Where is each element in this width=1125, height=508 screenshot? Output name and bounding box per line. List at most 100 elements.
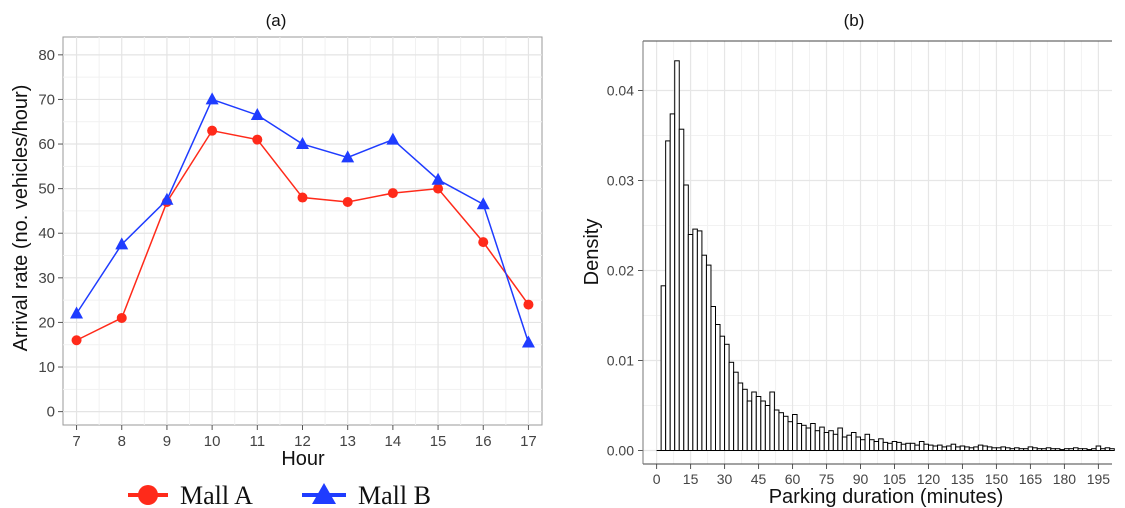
data-point-mall-a xyxy=(116,312,127,323)
histogram-bar xyxy=(837,427,843,451)
histogram-bar xyxy=(918,441,925,451)
histogram-bar xyxy=(755,396,762,451)
data-point-mall-b xyxy=(431,172,445,185)
histogram-bar xyxy=(769,391,775,451)
histogram-bar xyxy=(665,140,671,451)
data-point-mall-b xyxy=(521,335,535,348)
histogram-bar xyxy=(977,444,984,452)
histogram-bar xyxy=(705,264,712,451)
histogram-bar xyxy=(973,446,979,451)
histogram-bar xyxy=(810,423,816,451)
histogram-bar xyxy=(674,60,680,452)
data-point-mall-a xyxy=(523,299,534,310)
legend: Mall A Mall B xyxy=(128,481,431,508)
panel-a-y-tick-label: 40 xyxy=(38,225,55,242)
histogram-bar xyxy=(1023,448,1029,452)
histogram-bar xyxy=(1091,448,1097,452)
histogram-bar xyxy=(1045,447,1052,451)
histogram-bar xyxy=(1104,447,1111,451)
histogram-bar xyxy=(841,436,848,451)
histogram-bar xyxy=(1086,449,1093,452)
histogram-bar xyxy=(828,430,834,452)
histogram-bar xyxy=(909,442,916,451)
histogram-bar xyxy=(950,443,957,452)
panel-b-x-tick-label: 15 xyxy=(683,471,699,487)
panel-a-x-tick-label: 7 xyxy=(72,433,80,450)
legend-marker-mall-b xyxy=(312,483,336,504)
histogram-bar xyxy=(860,439,866,452)
legend-item-mall-b: Mall B xyxy=(302,481,431,508)
data-point-mall-b xyxy=(296,137,309,150)
histogram-bar xyxy=(855,436,862,451)
panel-a-y-tick-label: 60 xyxy=(38,136,55,153)
panel-b-x-tick-label: 45 xyxy=(751,471,767,487)
panel-b-x-axis-title: Parking duration (minutes) xyxy=(769,486,1004,508)
histogram-bar xyxy=(869,439,875,452)
histogram-bar xyxy=(737,382,744,451)
histogram-bar xyxy=(715,324,721,451)
panel-b: (b) 0.00 0.01 0.02 0.03 0.04 0 15 30 45 60 75 90 105… xyxy=(581,11,1115,508)
panel-b-y-tick-label: 0.03 xyxy=(607,173,634,189)
histogram-bar xyxy=(923,443,929,452)
panel-a-y-tick-label: 30 xyxy=(38,270,55,287)
panel-a-title: (a) xyxy=(266,11,287,30)
data-point-mall-b xyxy=(160,192,174,205)
panel-b-x-tick-label: 90 xyxy=(853,471,869,487)
histogram-bar xyxy=(823,432,830,451)
histogram-bar xyxy=(1082,448,1088,452)
panel-a-x-tick-label: 11 xyxy=(250,433,266,450)
panel-b-x-tick-label: 195 xyxy=(1087,471,1111,487)
data-point-mall-b xyxy=(70,306,84,319)
panel-a-y-axis-title: Arrival rate (no. vehicles/hour) xyxy=(10,85,32,352)
legend-item-mall-a: Mall A xyxy=(128,481,253,508)
histogram-bar xyxy=(710,306,717,451)
histogram-bar xyxy=(796,423,803,451)
histogram-bar xyxy=(792,414,798,451)
histogram-bar xyxy=(995,447,1002,451)
data-point-mall-b xyxy=(341,150,355,163)
data-point-mall-b xyxy=(386,132,400,145)
histogram-bar xyxy=(896,441,902,451)
panel-a-y-tick-label: 0 xyxy=(47,404,55,421)
panel-b-y-axis-title: Density xyxy=(581,219,603,286)
histogram-bar xyxy=(946,445,952,451)
histogram-bar xyxy=(891,441,898,451)
histogram-bar xyxy=(683,184,689,451)
histogram-bar xyxy=(678,128,685,451)
panel-a-x-tick-label: 14 xyxy=(385,433,402,450)
histogram-bar xyxy=(669,113,676,452)
histogram-bar xyxy=(814,430,821,452)
panel-a-x-tick-label: 9 xyxy=(163,433,171,450)
histogram-bar xyxy=(850,432,857,451)
histogram-bar xyxy=(1109,448,1115,452)
histogram-bar xyxy=(1018,448,1025,452)
histogram-bar xyxy=(719,335,726,452)
legend-label-mall-a: Mall A xyxy=(180,481,253,508)
data-point-mall-a xyxy=(252,134,263,145)
histogram-bar xyxy=(764,405,771,451)
panel-a-y-tick-label: 50 xyxy=(38,181,55,198)
histogram-bar xyxy=(782,415,789,451)
panel-a-x-tick-label: 8 xyxy=(118,433,126,450)
histogram-bar xyxy=(959,445,966,451)
histogram-bar xyxy=(760,400,766,451)
panel-b-title: (b) xyxy=(844,11,865,30)
histogram-bar xyxy=(778,412,784,452)
panel-b-x-tick-label: 105 xyxy=(883,471,907,487)
histogram-bar xyxy=(832,433,839,451)
panel-a-y-tick-label: 80 xyxy=(38,47,55,64)
data-point-mall-b xyxy=(250,108,264,121)
histogram-bar xyxy=(905,442,911,451)
histogram-bar xyxy=(660,285,667,451)
histogram-bar xyxy=(991,447,997,451)
histogram-bar xyxy=(1005,447,1011,451)
panel-a-x-tick-label: 17 xyxy=(520,433,537,450)
panel-b-x-tick-label: 75 xyxy=(819,471,835,487)
histogram-bar xyxy=(955,446,961,451)
histogram-bar xyxy=(751,391,757,451)
panel-a-x-tick-label: 13 xyxy=(339,433,356,450)
panel-a-x-tick-label: 16 xyxy=(475,433,492,450)
data-point-mall-a xyxy=(297,192,308,203)
histogram-bar xyxy=(1072,447,1079,451)
